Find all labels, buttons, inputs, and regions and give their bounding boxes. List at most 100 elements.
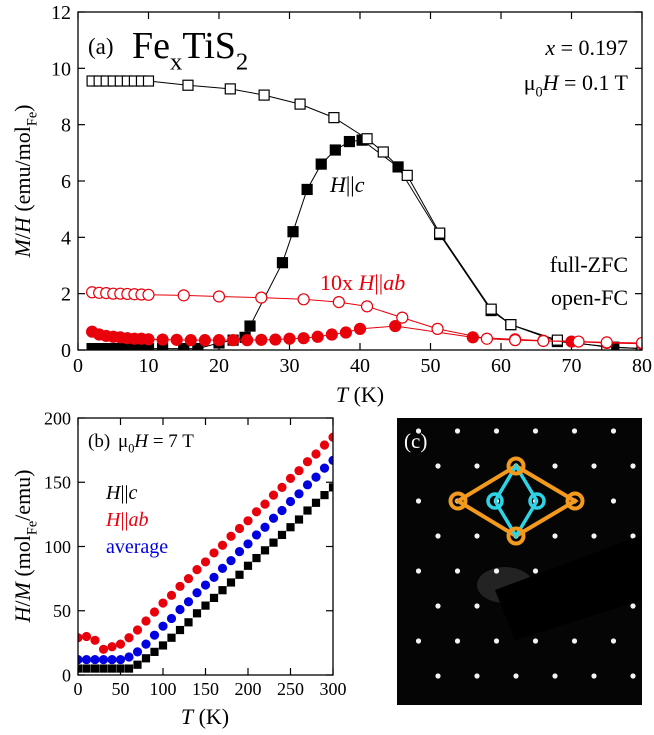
marker	[125, 634, 133, 642]
spot	[435, 603, 440, 608]
marker	[171, 334, 182, 345]
y-tick-label: 0	[61, 340, 71, 362]
text-part: 2	[236, 48, 248, 75]
spot	[611, 428, 616, 433]
spot	[630, 673, 635, 678]
y-tick-label: 10	[51, 58, 71, 80]
x-tick-label: 0	[73, 355, 83, 377]
marker	[329, 113, 339, 123]
text-part: H	[10, 606, 35, 624]
spot	[494, 428, 499, 433]
text-part: TiS	[182, 25, 236, 67]
marker	[199, 335, 210, 346]
panel-label: (c)	[404, 429, 427, 453]
spot	[630, 603, 635, 608]
spot	[572, 428, 577, 433]
marker	[117, 640, 125, 648]
spot	[435, 673, 440, 678]
spot	[552, 463, 557, 468]
spot	[494, 638, 499, 643]
annotation: open-FC	[551, 285, 628, 310]
marker	[340, 327, 351, 338]
text-part: ||	[120, 509, 128, 531]
marker	[219, 541, 227, 549]
marker	[245, 562, 252, 569]
marker	[168, 634, 175, 641]
marker	[160, 642, 167, 649]
spot	[611, 638, 616, 643]
marker	[83, 632, 91, 640]
marker	[467, 332, 478, 343]
marker	[142, 640, 150, 648]
spot	[455, 428, 460, 433]
marker	[256, 334, 267, 345]
marker	[176, 605, 184, 613]
figure: (c) 01020304050607080024681012(a)FexTiS2…	[0, 0, 654, 735]
marker	[108, 643, 116, 651]
marker	[168, 591, 176, 599]
marker	[316, 159, 326, 169]
text-part: (mol	[10, 535, 35, 582]
text-part: open-FC	[551, 285, 628, 310]
marker	[486, 304, 496, 314]
annotation: 10x H||ab	[320, 270, 405, 295]
marker	[194, 610, 201, 617]
marker	[321, 464, 329, 472]
y-tick-label: 100	[44, 537, 71, 557]
marker	[259, 90, 269, 100]
marker	[288, 227, 298, 237]
marker	[228, 335, 239, 346]
spot	[474, 673, 479, 678]
spot	[474, 533, 479, 538]
marker	[326, 329, 337, 340]
marker	[295, 467, 303, 475]
spot	[513, 673, 518, 678]
text-part: )	[10, 104, 35, 111]
text-part: μ	[524, 70, 536, 95]
marker	[236, 571, 243, 578]
panel-label: (b)	[88, 431, 110, 452]
marker	[506, 320, 516, 330]
x-tick-label: 100	[150, 679, 177, 699]
diffraction-image: (c)	[397, 418, 642, 705]
x-tick-label: 300	[320, 679, 347, 699]
spot	[533, 638, 538, 643]
y-tick-label: 6	[61, 171, 71, 193]
marker	[601, 337, 612, 348]
marker	[202, 581, 210, 589]
legend-entry: H||c	[105, 482, 137, 504]
marker	[126, 665, 133, 672]
text-part: /emu)	[10, 469, 35, 520]
annotation: full-ZFC	[550, 252, 628, 277]
marker	[219, 587, 226, 594]
spot	[533, 568, 538, 573]
text-part: ||	[346, 172, 355, 197]
marker	[552, 335, 562, 345]
marker	[83, 656, 91, 664]
marker	[313, 499, 320, 506]
marker	[185, 575, 193, 583]
marker	[481, 333, 492, 344]
marker	[344, 137, 354, 147]
text-part: c	[128, 482, 137, 504]
marker	[92, 665, 99, 672]
spot	[552, 533, 557, 538]
x-tick-label: 50	[112, 679, 130, 699]
y-tick-label: 12	[51, 2, 71, 24]
text-part: full-ZFC	[550, 252, 628, 277]
marker	[278, 483, 286, 491]
marker	[185, 619, 192, 626]
marker	[143, 334, 154, 345]
marker	[151, 608, 159, 616]
marker	[302, 184, 312, 194]
x-tick-label: 0	[74, 679, 83, 699]
annotation: x = 0.197	[544, 35, 628, 60]
marker	[168, 614, 176, 622]
x-tick-label: 70	[562, 355, 582, 377]
marker	[214, 335, 225, 346]
spot	[552, 673, 557, 678]
marker	[253, 531, 261, 539]
y-tick-label: 4	[61, 227, 71, 249]
text-part: 0	[536, 85, 543, 101]
marker	[100, 656, 108, 664]
